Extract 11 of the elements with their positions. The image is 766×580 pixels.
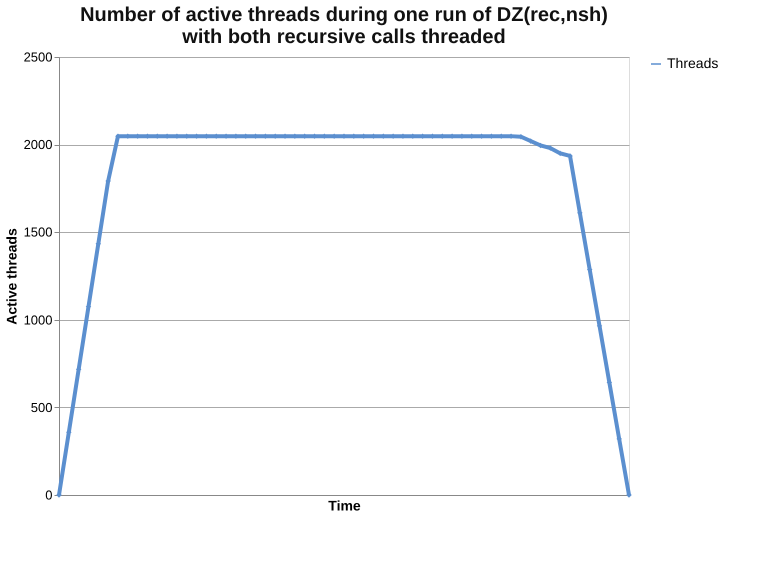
y-tick-label: 2000 xyxy=(24,137,52,152)
y-tick-label: 0 xyxy=(45,488,52,502)
y-tick-label: 1500 xyxy=(24,224,52,240)
text: Number of active threads during one run of DZ(rec,nsh) xyxy=(80,4,608,26)
y-tick-label: 2500 xyxy=(24,50,52,64)
y-tick-label: 500 xyxy=(30,400,52,415)
y-axis-title: Active threads xyxy=(4,228,20,325)
legend-label: Threads xyxy=(667,55,718,71)
x-axis-title: Time xyxy=(328,498,361,514)
y-tick-label: 1000 xyxy=(24,312,52,328)
text: with both recursive calls threaded xyxy=(182,26,506,48)
